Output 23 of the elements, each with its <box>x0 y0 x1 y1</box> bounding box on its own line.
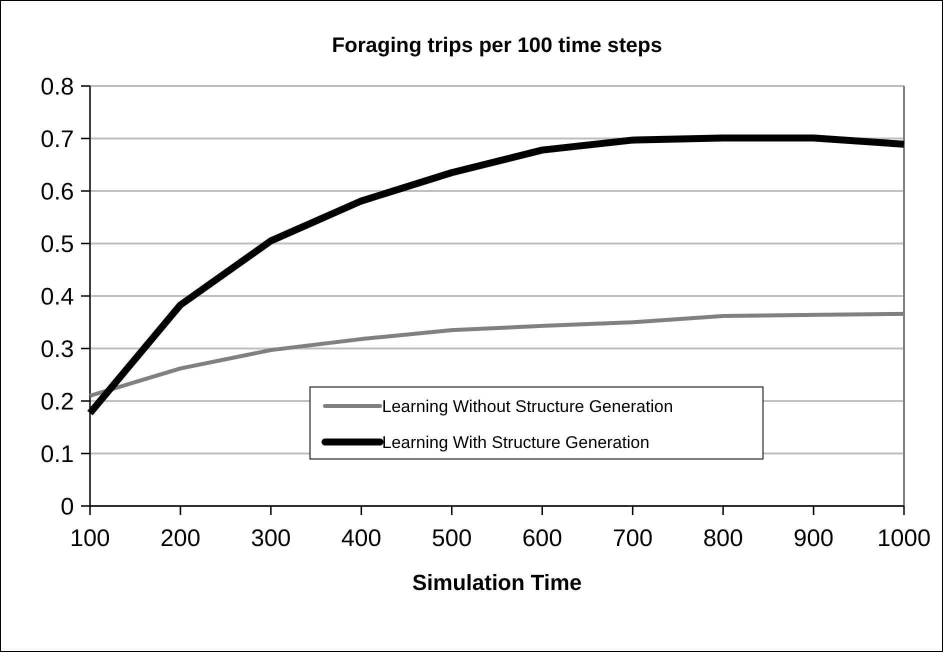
x-axis-title: Simulation Time <box>412 570 582 595</box>
x-tick-label: 800 <box>703 525 744 552</box>
x-tick-label: 600 <box>522 525 562 552</box>
y-tick-label: 0.2 <box>40 388 74 416</box>
y-tick-label: 0.1 <box>40 440 74 468</box>
y-tick-label: 0.8 <box>40 73 74 100</box>
y-tick-label: 0.3 <box>40 336 74 363</box>
x-tick-label: 300 <box>250 525 291 552</box>
x-tick-label: 100 <box>70 525 110 552</box>
x-tick-label: 700 <box>612 525 653 552</box>
y-tick-label: 0.4 <box>40 283 74 310</box>
y-tick-label: 0.5 <box>40 230 74 258</box>
x-tick-label: 1000 <box>877 525 931 552</box>
chart-title: Foraging trips per 100 time steps <box>332 34 662 57</box>
x-tick-label: 500 <box>432 525 472 552</box>
x-tick-label: 400 <box>341 525 382 552</box>
legend-label: Learning Without Structure Generation <box>382 396 674 416</box>
y-tick-label: 0.7 <box>40 126 74 153</box>
x-tick-label: 200 <box>160 525 200 552</box>
y-tick-label: 0 <box>60 493 74 520</box>
y-tick-label: 0.6 <box>40 178 74 206</box>
legend-label: Learning With Structure Generation <box>382 432 650 452</box>
x-tick-label: 900 <box>794 525 834 552</box>
